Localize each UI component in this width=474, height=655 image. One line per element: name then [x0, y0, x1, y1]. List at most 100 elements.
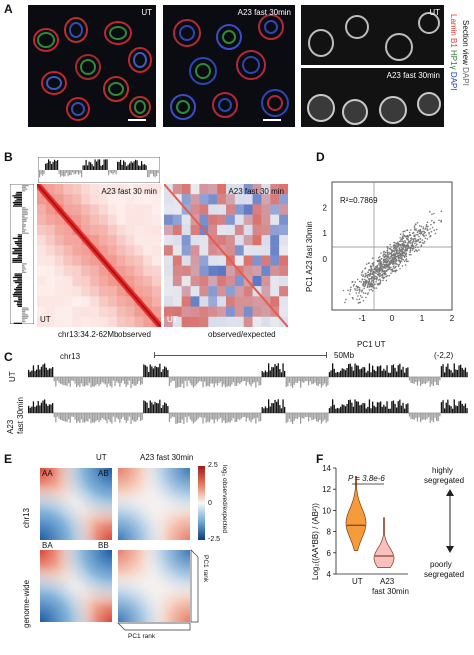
hic-observed-map: A23 fast 30 min UT: [37, 184, 161, 327]
pc1-bar: [402, 366, 404, 377]
scatter-point: [399, 249, 401, 252]
hic-cell: [152, 245, 161, 256]
pc1-bar: [290, 377, 292, 387]
pc1-bar: [412, 377, 414, 384]
scatter-point: [381, 275, 384, 277]
hic-cell: [208, 255, 218, 266]
scatter-point: [400, 246, 403, 249]
pc1-bar: [69, 377, 71, 387]
scatter-point: [365, 296, 367, 299]
pc1-bar: [192, 413, 195, 424]
pc1-bar: [111, 413, 113, 424]
scatter-point: [385, 257, 388, 260]
pc1-bar: [22, 213, 28, 216]
pc1-bar: [22, 310, 26, 313]
scatter-point: [409, 234, 412, 236]
scatter-point: [379, 279, 382, 282]
scatter-point: [420, 245, 423, 248]
pc1-bar: [132, 413, 134, 421]
pc1-bar: [436, 377, 438, 386]
pc1-bar: [18, 283, 22, 285]
pc1-bar: [372, 365, 374, 377]
micrograph-ut-label: UT: [141, 8, 152, 17]
pc1-bar: [247, 413, 249, 418]
hic-cell: [217, 224, 226, 236]
hic-cell: [261, 214, 271, 225]
pc1-bar: [16, 198, 22, 200]
pc1-bar: [416, 413, 419, 422]
pc1-bar: [344, 370, 347, 377]
scatter-point: [400, 240, 402, 243]
scatter-point: [367, 282, 370, 285]
d-r2: R²=0.7869: [340, 196, 378, 205]
hic-cell: [199, 306, 209, 317]
legend-section: Section view: [461, 20, 470, 65]
hic-cell: [270, 286, 280, 297]
pc1-bar: [196, 377, 198, 385]
pc1-bar: [381, 370, 383, 377]
hic-cell: [99, 296, 108, 307]
pc1-bar: [340, 406, 342, 413]
hic-cell: [252, 224, 262, 236]
c-track2-label-b: fast 30min: [16, 396, 25, 434]
scatter-point: [358, 292, 360, 294]
hic-cell: [181, 296, 191, 307]
c-track1-label: UT: [8, 371, 17, 382]
hic-cell: [54, 296, 64, 307]
pc1-bar: [12, 251, 22, 253]
hic-cell: [172, 245, 182, 256]
scale-bar: [128, 119, 146, 121]
pc1-bar: [22, 319, 25, 321]
pc1-bar: [12, 253, 22, 255]
hic-cell: [279, 245, 288, 256]
scatter-point: [389, 257, 391, 260]
hic-cell: [164, 316, 173, 327]
hic-cell: [37, 214, 46, 225]
scatter-point: [377, 256, 380, 259]
pc1-bar: [365, 408, 367, 413]
hic-cell: [107, 306, 117, 317]
pc1-bar: [429, 377, 431, 387]
pc1-bar: [240, 413, 243, 419]
scatter-point: [387, 247, 389, 250]
hic-cell: [199, 235, 209, 246]
hic-cell: [261, 265, 271, 276]
scatter-point: [422, 227, 424, 230]
pc1-bar: [333, 368, 335, 377]
hic-cell: [45, 296, 55, 307]
hic-cell: [125, 204, 135, 215]
scatter-point: [401, 247, 404, 250]
pc1-bar: [431, 377, 433, 385]
pc1-bar: [298, 377, 300, 382]
pc1-bar: [360, 368, 363, 377]
pc1-bar: [181, 377, 183, 384]
scatter-point: [406, 249, 408, 252]
pc1-bar: [84, 377, 86, 387]
pc1-bar: [39, 405, 41, 413]
scatter-point: [369, 275, 371, 277]
pc1-bar: [264, 370, 267, 377]
pc1-bar: [61, 413, 63, 421]
pc1-bar: [245, 377, 247, 386]
pc1-bar: [106, 159, 108, 170]
pc1-bar: [108, 377, 110, 384]
pc1-bar: [372, 401, 374, 413]
scatter-point: [405, 235, 407, 238]
scatter-point: [375, 281, 377, 283]
pc1-bar: [150, 170, 152, 174]
hic-cell: [99, 235, 108, 246]
pc1-bar: [128, 413, 131, 417]
hic-cell: [90, 286, 99, 297]
pc1-bar: [175, 377, 177, 388]
scatter-point: [357, 286, 360, 288]
hic-cell: [181, 275, 191, 287]
c-range: (-2,2): [434, 351, 454, 360]
scatter-point: [404, 249, 406, 252]
hic-cell: [270, 204, 280, 215]
f-pvalue: P = 3.8e-6: [348, 474, 385, 483]
hic-cell: [234, 245, 244, 256]
pc1-bar: [450, 370, 452, 377]
scatter-point: [407, 245, 410, 247]
pc1-bar: [308, 413, 310, 422]
scatter-point: [371, 272, 374, 274]
